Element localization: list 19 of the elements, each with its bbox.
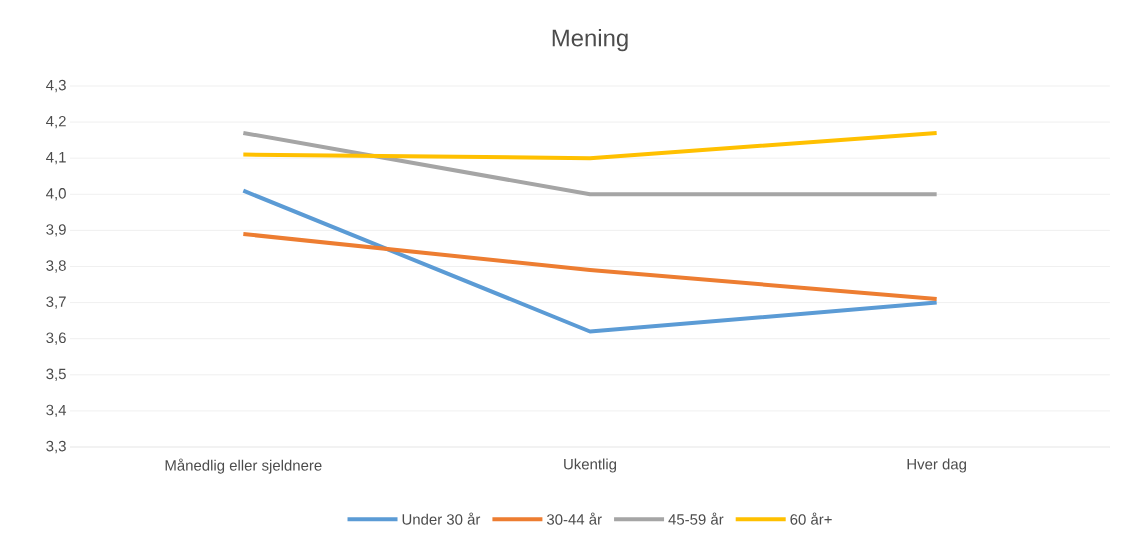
- y-tick-label: 4,1: [46, 152, 66, 165]
- y-tick-label: 4,0: [46, 188, 66, 201]
- x-tick-label: Hver dag: [907, 458, 966, 473]
- y-tick-label: 3,3: [46, 440, 66, 454]
- y-tick-label: 4,2: [46, 115, 66, 129]
- y-tick-label: 3,8: [46, 260, 66, 273]
- y-tick-label: 3,5: [46, 368, 66, 381]
- x-tick-label: Månedlig eller sjeldnere: [165, 458, 322, 474]
- chart-title: Mening: [552, 28, 628, 52]
- legend-label: Under 30 år: [402, 512, 481, 525]
- legend-label: 45-59 år: [668, 512, 724, 525]
- y-tick-label: 3,6: [46, 332, 66, 345]
- y-tick-label: 3,9: [46, 224, 66, 237]
- legend-label: 30-44 år: [546, 512, 602, 525]
- legend-label: 60 år+: [790, 512, 832, 525]
- x-tick-label: Ukentlig: [564, 458, 617, 473]
- y-tick-label: 3,7: [46, 296, 66, 309]
- y-tick-label: 3,4: [46, 404, 67, 418]
- y-tick-label: 4,3: [46, 79, 66, 93]
